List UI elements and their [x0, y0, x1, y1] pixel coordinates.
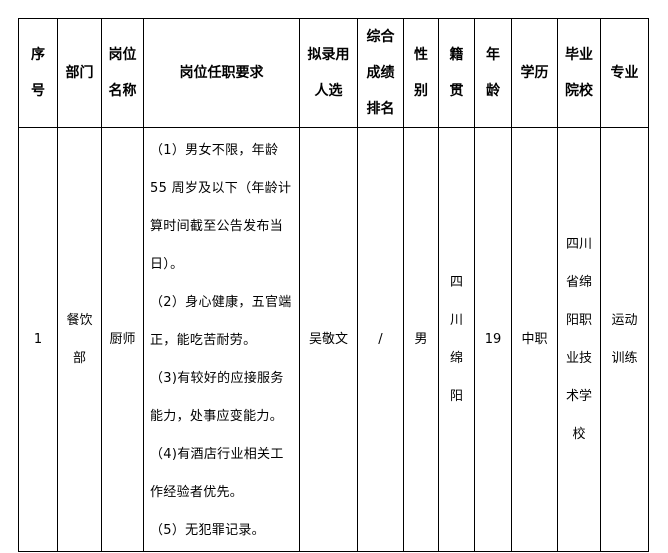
header-text: 号	[31, 83, 45, 99]
header-text: 序	[31, 47, 45, 63]
cell-text-line: 日）。	[150, 257, 184, 272]
header-text: 年	[486, 47, 500, 63]
cell-requirements: （1）男女不限，年龄 55 周岁及以下（年龄计 算时间截至公告发布当 日）。 （2）身心…	[143, 127, 300, 552]
header-text: 别	[414, 83, 428, 99]
column-header: 序号	[18, 18, 58, 128]
cell-school: 四川省绵阳职业技术学校	[557, 127, 601, 552]
header-text: 专业	[610, 65, 639, 81]
cell-position: 厨师	[101, 127, 144, 552]
cell-text-line: （2）身心健康，五官端	[150, 295, 292, 310]
cell-text-line: 部	[72, 350, 86, 366]
cell-text-line: 作经验者优先。	[150, 485, 244, 500]
column-header: 性别	[403, 18, 439, 128]
cell-text-line: 业技	[565, 350, 592, 366]
header-row: 序号部门 岗位 名称 岗位任职要求 拟录用 人选 综合 成绩 排名性别籍贯年龄学历 毕业 院校 专业	[18, 18, 649, 128]
cell-index: 1	[18, 127, 58, 552]
header-text: 综合	[366, 29, 395, 45]
header-text: 贯	[449, 83, 464, 99]
header-text: 籍	[449, 47, 464, 63]
cell-text-line: 55 周岁及以下（年龄计	[150, 181, 292, 196]
cell-text-line: 正，能吃苦耐劳。	[150, 333, 257, 348]
cell-text-line: 川	[449, 312, 463, 328]
header-text: 性	[414, 47, 428, 63]
cell-rank: /	[357, 127, 404, 552]
cell-text-line: 阳职	[565, 312, 592, 328]
candidate-table: 序号部门 岗位 名称 岗位任职要求 拟录用 人选 综合 成绩 排名性别籍贯年龄学历 毕业 院校 专业 …	[18, 18, 649, 552]
column-header: 专业	[600, 18, 649, 128]
header-text: 学历	[520, 65, 549, 81]
cell-text-line: 绵	[449, 350, 463, 366]
cell-text-line: 阳	[449, 388, 463, 404]
column-header: 岗位 名称	[101, 18, 144, 128]
cell-text-line: （4)有酒店行业相关工	[150, 447, 284, 462]
header-text: 院校	[565, 83, 593, 99]
cell-text-line: 能力，处事应变能力。	[150, 409, 284, 424]
cell-text-line: 算时间截至公告发布当	[150, 219, 284, 234]
cell-text-line: 四	[449, 274, 463, 290]
cell-candidate: 吴敬文	[299, 127, 358, 552]
header-text: 排名	[366, 101, 395, 117]
column-header: 籍贯	[438, 18, 475, 128]
header-text: 人选	[314, 83, 343, 99]
cell-text-line: 校	[572, 426, 586, 442]
cell-major: 运动 训练	[600, 127, 649, 552]
cell-native-place: 四川绵阳	[438, 127, 475, 552]
header-text: 拟录用	[307, 47, 350, 63]
column-header: 毕业 院校	[557, 18, 601, 128]
column-header: 岗位任职要求	[143, 18, 300, 128]
cell-text-line: 运动	[611, 312, 638, 328]
column-header: 部门	[57, 18, 102, 128]
cell-text-line: 术学	[565, 388, 592, 404]
cell-text-line: 四川	[565, 236, 592, 252]
cell-text-line: （5）无犯罪记录。	[150, 523, 265, 538]
header-text: 岗位	[108, 47, 137, 63]
column-header: 拟录用 人选	[299, 18, 358, 128]
column-header: 年龄	[474, 18, 512, 128]
table-row: 1 餐饮部 厨师 （1）男女不限，年龄 55 周岁及以下（年龄计 算时间截至公告发布…	[18, 127, 649, 552]
cell-gender: 男	[403, 127, 439, 552]
cell-department: 餐饮部	[57, 127, 102, 552]
cell-text-line: 省绵	[565, 274, 592, 290]
header-text: 岗位任职要求	[179, 65, 264, 81]
cell-text-line: （1）男女不限，年龄	[150, 143, 279, 158]
column-header: 综合 成绩 排名	[357, 18, 404, 128]
cell-education: 中职	[511, 127, 558, 552]
cell-text-line: 餐饮	[66, 312, 93, 328]
cell-text-line: 训练	[611, 350, 638, 366]
column-header: 学历	[511, 18, 558, 128]
header-text: 龄	[486, 83, 500, 99]
header-text: 部门	[65, 65, 94, 81]
header-text: 毕业	[565, 47, 593, 63]
header-text: 名称	[108, 83, 137, 99]
cell-age: 19	[474, 127, 512, 552]
cell-text-line: （3)有较好的应接服务	[150, 371, 284, 386]
header-text: 成绩	[366, 65, 395, 81]
